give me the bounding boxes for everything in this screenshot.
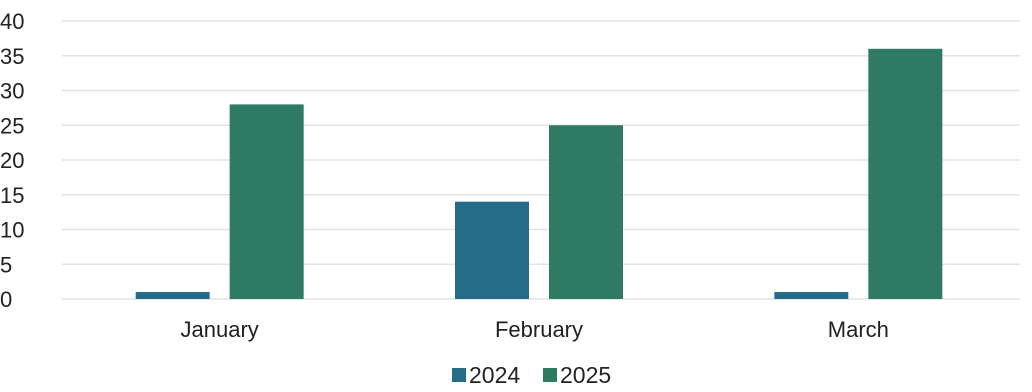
- bars: [135, 48, 943, 300]
- bar-2025-march: [868, 48, 943, 299]
- y-tick-label: 20: [0, 148, 24, 173]
- y-axis-tick-labels: 0 5 10 15 20 25 30 35 40: [0, 9, 24, 312]
- gridlines: [62, 20, 1020, 300]
- bar-2024-march: [774, 292, 849, 299]
- x-category-label: March: [828, 317, 889, 342]
- y-tick-label: 5: [0, 252, 12, 277]
- y-tick-label: 40: [0, 9, 24, 34]
- bar-2024-february: [455, 201, 529, 299]
- y-tick-label: 0: [0, 287, 12, 312]
- bar-2024-january: [135, 292, 210, 299]
- legend: 2024 2025: [452, 362, 611, 388]
- x-axis-category-labels: January February March: [181, 317, 889, 342]
- legend-swatch-2025: [543, 368, 557, 382]
- y-tick-label: 15: [0, 183, 24, 208]
- y-tick-label: 35: [0, 44, 24, 69]
- legend-label: 2025: [560, 362, 611, 388]
- legend-swatch-2024: [452, 368, 466, 382]
- x-category-label: February: [495, 317, 583, 342]
- legend-label: 2024: [469, 362, 520, 388]
- bar-2025-february: [549, 125, 623, 299]
- bar-2025-january: [229, 104, 304, 300]
- y-tick-label: 30: [0, 79, 24, 104]
- y-tick-label: 10: [0, 218, 24, 243]
- y-tick-label: 25: [0, 113, 24, 138]
- x-category-label: January: [181, 317, 259, 342]
